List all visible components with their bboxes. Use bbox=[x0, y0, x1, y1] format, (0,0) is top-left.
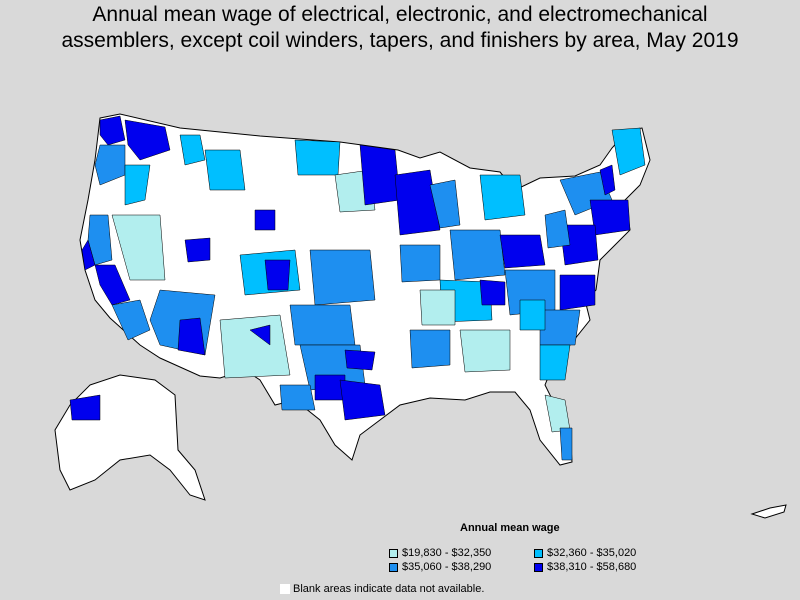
wage-regions bbox=[69, 115, 646, 461]
legend-item-1: $19,830 - $32,350 bbox=[389, 547, 491, 559]
wage-area bbox=[599, 164, 616, 196]
wage-area bbox=[294, 139, 341, 176]
legend-label-1: $19,830 - $32,350 bbox=[402, 547, 492, 559]
wage-area bbox=[204, 149, 246, 191]
wage-area bbox=[479, 279, 506, 306]
legend-item-2: $32,360 - $35,020 bbox=[534, 547, 636, 559]
legend-label-4: $38,310 - $58,680 bbox=[547, 561, 637, 573]
wage-area bbox=[399, 244, 441, 283]
wage-area bbox=[111, 214, 166, 281]
wage-area bbox=[309, 249, 376, 306]
alaska-outline bbox=[54, 374, 206, 501]
wage-area bbox=[177, 317, 206, 356]
legend-title: Annual mean wage bbox=[460, 522, 560, 534]
wage-area bbox=[87, 214, 113, 266]
wage-area bbox=[94, 144, 126, 186]
legend-label-2: $32,360 - $35,020 bbox=[547, 547, 637, 559]
map-title-line-1: Annual mean wage of electrical, electron… bbox=[92, 3, 708, 26]
wage-area bbox=[124, 119, 171, 161]
wage-area bbox=[344, 349, 376, 371]
wage-area bbox=[339, 379, 386, 421]
wage-area bbox=[99, 115, 126, 146]
blank-areas-note-text: Blank areas indicate data not available. bbox=[293, 583, 485, 595]
map-title: Annual mean wage of electrical, electron… bbox=[0, 2, 800, 54]
wage-area bbox=[544, 209, 571, 249]
wage-area bbox=[449, 229, 506, 281]
wage-area bbox=[539, 344, 571, 381]
legend-swatch-1 bbox=[389, 548, 398, 558]
wage-area bbox=[589, 199, 631, 236]
wage-area bbox=[559, 224, 599, 266]
hawaii-outline bbox=[750, 504, 787, 519]
wage-area bbox=[69, 394, 101, 421]
wage-area bbox=[519, 299, 546, 331]
wage-area bbox=[124, 164, 151, 206]
legend-label-3: $35,060 - $38,290 bbox=[402, 561, 492, 573]
blank-swatch bbox=[280, 584, 290, 594]
wage-area bbox=[289, 304, 356, 346]
blank-areas-note: Blank areas indicate data not available. bbox=[280, 583, 484, 595]
wage-area bbox=[419, 289, 456, 326]
wage-area bbox=[559, 274, 596, 311]
legend-item-4: $38,310 - $58,680 bbox=[534, 561, 636, 573]
wage-area bbox=[279, 384, 316, 411]
wage-area bbox=[499, 234, 546, 269]
wage-area bbox=[254, 209, 276, 231]
legend-swatch-4 bbox=[534, 562, 543, 572]
wage-area bbox=[611, 127, 646, 176]
wage-area bbox=[559, 427, 573, 461]
wage-area bbox=[249, 324, 271, 346]
wage-area bbox=[81, 239, 96, 271]
wage-area bbox=[459, 329, 511, 373]
wage-area bbox=[314, 374, 346, 401]
wage-area bbox=[409, 329, 451, 369]
wage-area bbox=[264, 259, 291, 291]
wage-area bbox=[479, 174, 526, 221]
wage-area bbox=[539, 309, 581, 346]
wage-area bbox=[429, 179, 461, 229]
wage-area bbox=[359, 144, 401, 206]
legend-swatch-2 bbox=[534, 548, 543, 558]
legend-item-3: $35,060 - $38,290 bbox=[389, 561, 491, 573]
wage-area bbox=[94, 264, 131, 306]
wage-area bbox=[184, 237, 211, 263]
wage-area bbox=[394, 169, 441, 236]
wage-area bbox=[179, 134, 206, 166]
legend-swatch-3 bbox=[389, 562, 398, 572]
wage-area bbox=[219, 314, 291, 379]
map-title-line-2: assemblers, except coil winders, tapers,… bbox=[61, 29, 739, 52]
wage-area bbox=[111, 299, 151, 341]
